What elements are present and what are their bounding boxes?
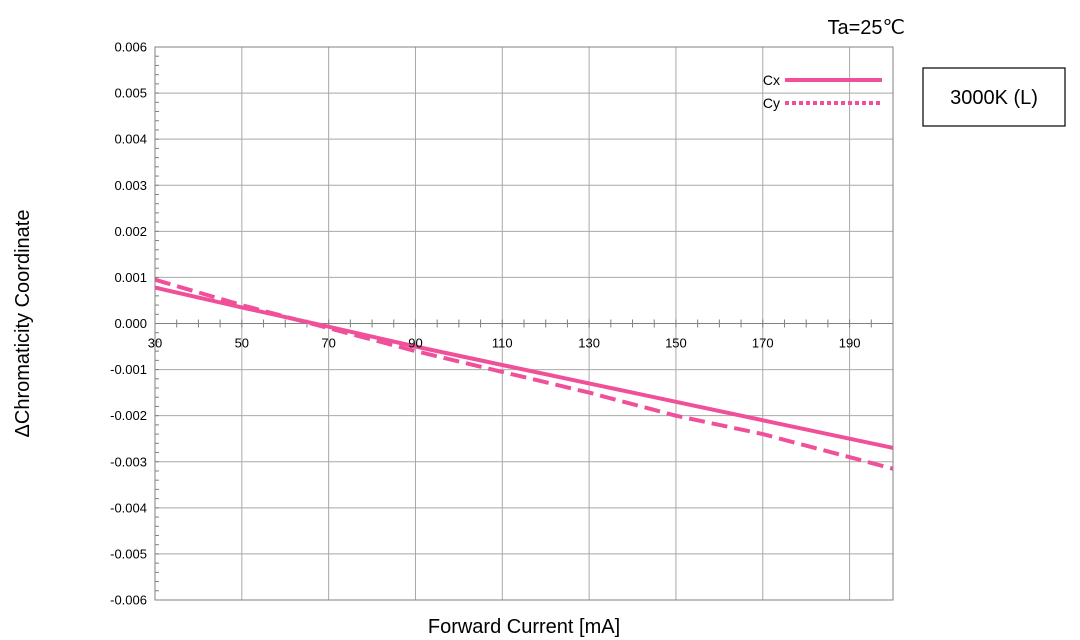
y-tick-label: -0.004 (110, 500, 147, 515)
legend: Cx Cy (763, 72, 882, 111)
color-temp-badge: 3000K (L) (922, 67, 1066, 127)
x-tick-label: 130 (578, 336, 600, 351)
y-tick-label: -0.005 (110, 546, 147, 561)
x-axis-title: Forward Current [mA] (428, 616, 620, 638)
y-tick-label: 0.002 (114, 224, 147, 239)
y-tick-label: 0.003 (114, 178, 147, 193)
series-lines (155, 277, 893, 471)
tick-labels: 0.006 0.005 0.004 0.003 0.002 0.001 0.000 -0.00… (110, 40, 860, 608)
x-tick-label: 150 (665, 336, 687, 351)
y-tick-label: 0.006 (114, 40, 147, 55)
x-tick-label: 110 (492, 336, 513, 351)
y-tick-label: -0.001 (110, 362, 147, 377)
y-tick-label: 0.005 (114, 86, 147, 101)
y-tick-label: 0.000 (114, 316, 147, 331)
axes (154, 46, 894, 601)
x-tick-label: 30 (148, 336, 162, 351)
y-tick-label: -0.002 (110, 408, 147, 423)
y-axis-title: ΔChromaticity Coordinate (12, 210, 34, 438)
legend-label-cy: Cy (763, 95, 780, 111)
x-tick-label: 170 (752, 336, 774, 351)
x-tick-label: 90 (408, 336, 422, 351)
x-tick-label: 50 (235, 336, 249, 351)
temperature-condition: Ta=25℃ (827, 17, 905, 39)
series-line-cy (155, 277, 893, 471)
y-tick-label: -0.003 (110, 454, 147, 469)
y-tick-label: 0.004 (114, 132, 147, 147)
legend-label-cx: Cx (763, 72, 780, 88)
badge-box (922, 67, 1066, 127)
x-tick-label: 190 (839, 336, 861, 351)
badge-label: 3000K (L) (950, 87, 1038, 109)
x-tick-label: 70 (321, 336, 335, 351)
y-tick-label: 0.001 (114, 270, 147, 285)
y-tick-label: -0.006 (110, 593, 147, 608)
